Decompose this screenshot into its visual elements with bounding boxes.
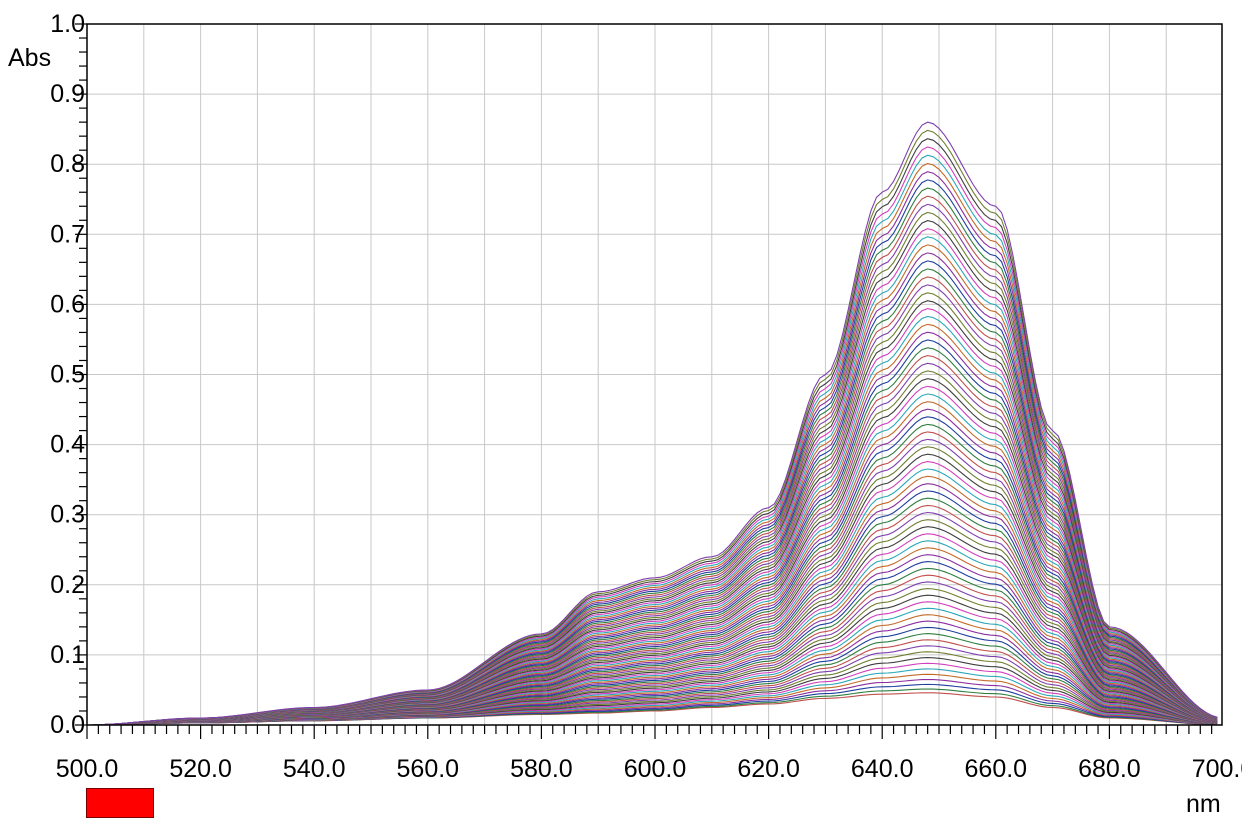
x-tick-label: 600.0 (624, 755, 687, 783)
legend-swatch[interactable] (86, 788, 154, 818)
series-line (87, 323, 1218, 726)
series-line (87, 276, 1218, 726)
tick-labels: 0.0 0.1 0.2 0.3 0.4 0.5 0.6 0.7 0.8 0.9 1.0 500.0 52… (50, 10, 1242, 783)
y-tick-label: 0.1 (50, 641, 85, 669)
series-line (87, 355, 1218, 726)
y-tick-label: 1.0 (50, 10, 85, 38)
x-tick-label: 660.0 (965, 755, 1028, 783)
x-tick-label: 500.0 (56, 755, 119, 783)
x-tick-label: 620.0 (737, 755, 800, 783)
series-line (87, 504, 1218, 726)
x-tick-label: 560.0 (397, 755, 460, 783)
y-tick-label: 0.7 (50, 220, 85, 248)
x-tick-label: 580.0 (510, 755, 573, 783)
y-tick-label: 0.4 (50, 431, 85, 459)
series-line (87, 300, 1218, 726)
series-line (87, 533, 1218, 726)
axes (75, 23, 1223, 739)
x-tick-label: 680.0 (1078, 755, 1141, 783)
y-tick-label: 0.0 (50, 711, 85, 739)
series-line (87, 378, 1218, 726)
y-tick-label: 0.8 (50, 150, 85, 178)
series-line (86, 121, 1218, 726)
x-tick-label: 640.0 (851, 755, 914, 783)
y-tick-label: 0.2 (50, 571, 85, 599)
y-axis-label: Abs (8, 44, 51, 72)
y-tick-label: 0.9 (50, 80, 85, 108)
y-tick-label: 0.6 (50, 290, 85, 318)
x-tick-label: 700.0 (1192, 755, 1242, 783)
series-group (86, 121, 1218, 726)
x-tick-label: 540.0 (283, 755, 346, 783)
x-tick-label: 520.0 (169, 755, 232, 783)
x-axis-label: nm (1186, 790, 1221, 818)
y-tick-label: 0.5 (50, 361, 85, 389)
y-tick-label: 0.3 (50, 501, 85, 529)
series-line (87, 138, 1218, 726)
